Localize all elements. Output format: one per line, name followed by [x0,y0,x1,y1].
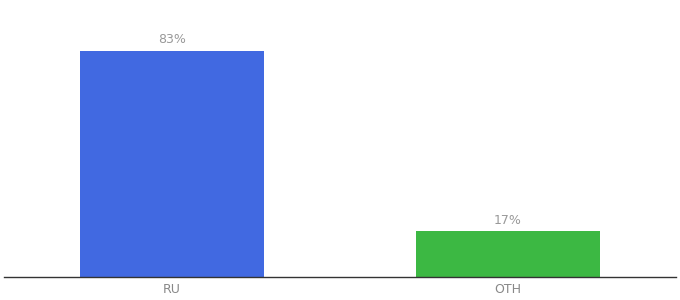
Bar [415,231,600,277]
Text: 83%: 83% [158,34,186,46]
Bar [80,51,265,277]
Text: 17%: 17% [494,214,522,227]
